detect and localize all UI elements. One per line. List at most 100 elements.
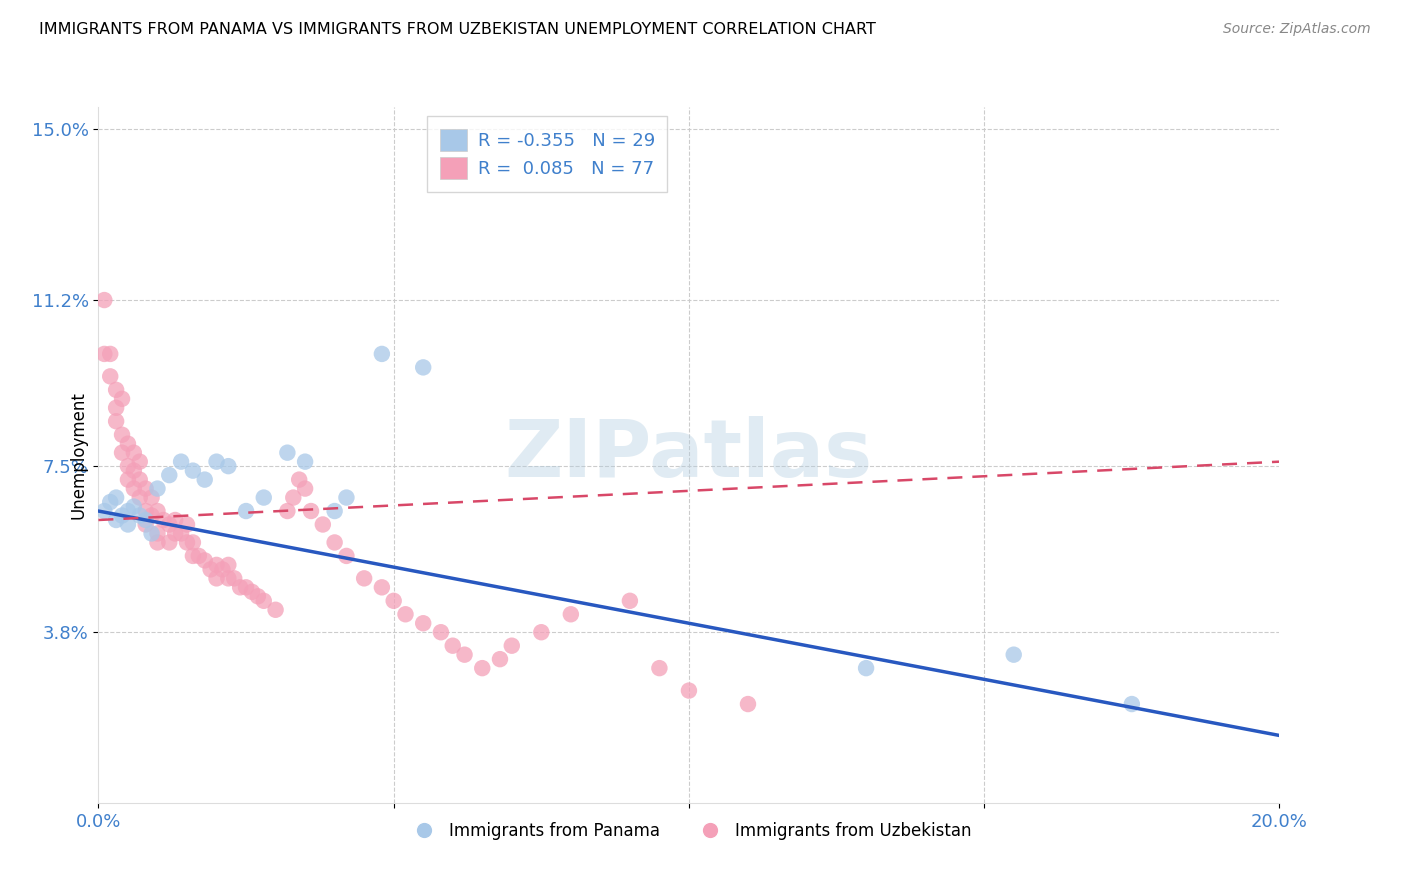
Point [117, 473, 139, 487]
Point [93, 293, 115, 307]
Point [312, 517, 335, 532]
Point [135, 482, 157, 496]
Point [200, 562, 222, 576]
Point [111, 427, 134, 442]
Point [157, 517, 180, 532]
Point [117, 459, 139, 474]
Text: IMMIGRANTS FROM PANAMA VS IMMIGRANTS FROM UZBEKISTAN UNEMPLOYMENT CORRELATION CH: IMMIGRANTS FROM PANAMA VS IMMIGRANTS FRO… [39, 22, 876, 37]
Point [105, 491, 128, 505]
Point [205, 558, 228, 572]
Point [1121, 697, 1143, 711]
Point [128, 508, 150, 523]
Point [217, 571, 239, 585]
Point [105, 401, 128, 415]
Y-axis label: Unemployment: Unemployment [69, 391, 87, 519]
Legend: Immigrants from Panama, Immigrants from Uzbekistan: Immigrants from Panama, Immigrants from … [401, 815, 977, 847]
Point [135, 517, 157, 532]
Point [489, 652, 512, 666]
Point [146, 535, 169, 549]
Point [122, 464, 145, 478]
Point [176, 517, 198, 532]
Point [194, 473, 217, 487]
Point [288, 473, 311, 487]
Point [117, 517, 139, 532]
Text: ZIPatlas: ZIPatlas [505, 416, 873, 494]
Point [619, 594, 641, 608]
Point [135, 513, 157, 527]
Point [146, 482, 169, 496]
Point [240, 584, 263, 599]
Point [111, 445, 134, 459]
Point [98, 347, 121, 361]
Point [128, 455, 150, 469]
Point [135, 504, 157, 518]
Point [229, 580, 252, 594]
Point [194, 553, 217, 567]
Point [276, 445, 298, 459]
Point [217, 558, 239, 572]
Point [294, 482, 316, 496]
Point [122, 482, 145, 496]
Point [394, 607, 416, 622]
Point [371, 347, 394, 361]
Point [283, 491, 305, 505]
Point [323, 535, 346, 549]
Point [111, 508, 134, 523]
Point [98, 495, 121, 509]
Point [235, 580, 257, 594]
Point [128, 473, 150, 487]
Point [146, 504, 169, 518]
Point [181, 535, 204, 549]
Point [93, 347, 115, 361]
Point [382, 594, 405, 608]
Point [335, 549, 357, 563]
Point [152, 513, 174, 527]
Point [441, 639, 464, 653]
Point [205, 455, 228, 469]
Point [205, 571, 228, 585]
Point [1002, 648, 1025, 662]
Point [412, 616, 434, 631]
Point [146, 526, 169, 541]
Point [181, 549, 204, 563]
Point [648, 661, 671, 675]
Point [122, 500, 145, 514]
Point [276, 504, 298, 518]
Point [501, 639, 523, 653]
Point [211, 562, 233, 576]
Point [157, 468, 180, 483]
Point [430, 625, 453, 640]
Point [128, 491, 150, 505]
Point [187, 549, 209, 563]
Point [294, 455, 316, 469]
Text: Source: ZipAtlas.com: Source: ZipAtlas.com [1223, 22, 1371, 37]
Point [181, 464, 204, 478]
Point [323, 504, 346, 518]
Point [117, 436, 139, 450]
Point [471, 661, 494, 675]
Point [170, 455, 193, 469]
Point [235, 504, 257, 518]
Point [105, 383, 128, 397]
Point [105, 513, 128, 527]
Point [122, 445, 145, 459]
Point [141, 508, 163, 523]
Point [170, 526, 193, 541]
Point [453, 648, 475, 662]
Point [165, 526, 187, 541]
Point [224, 571, 246, 585]
Point [141, 491, 163, 505]
Point [264, 603, 287, 617]
Point [253, 491, 276, 505]
Point [117, 504, 139, 518]
Point [176, 535, 198, 549]
Point [678, 683, 700, 698]
Point [93, 504, 115, 518]
Point [412, 360, 434, 375]
Point [98, 369, 121, 384]
Point [253, 594, 276, 608]
Point [141, 526, 163, 541]
Point [353, 571, 375, 585]
Point [855, 661, 877, 675]
Point [105, 414, 128, 428]
